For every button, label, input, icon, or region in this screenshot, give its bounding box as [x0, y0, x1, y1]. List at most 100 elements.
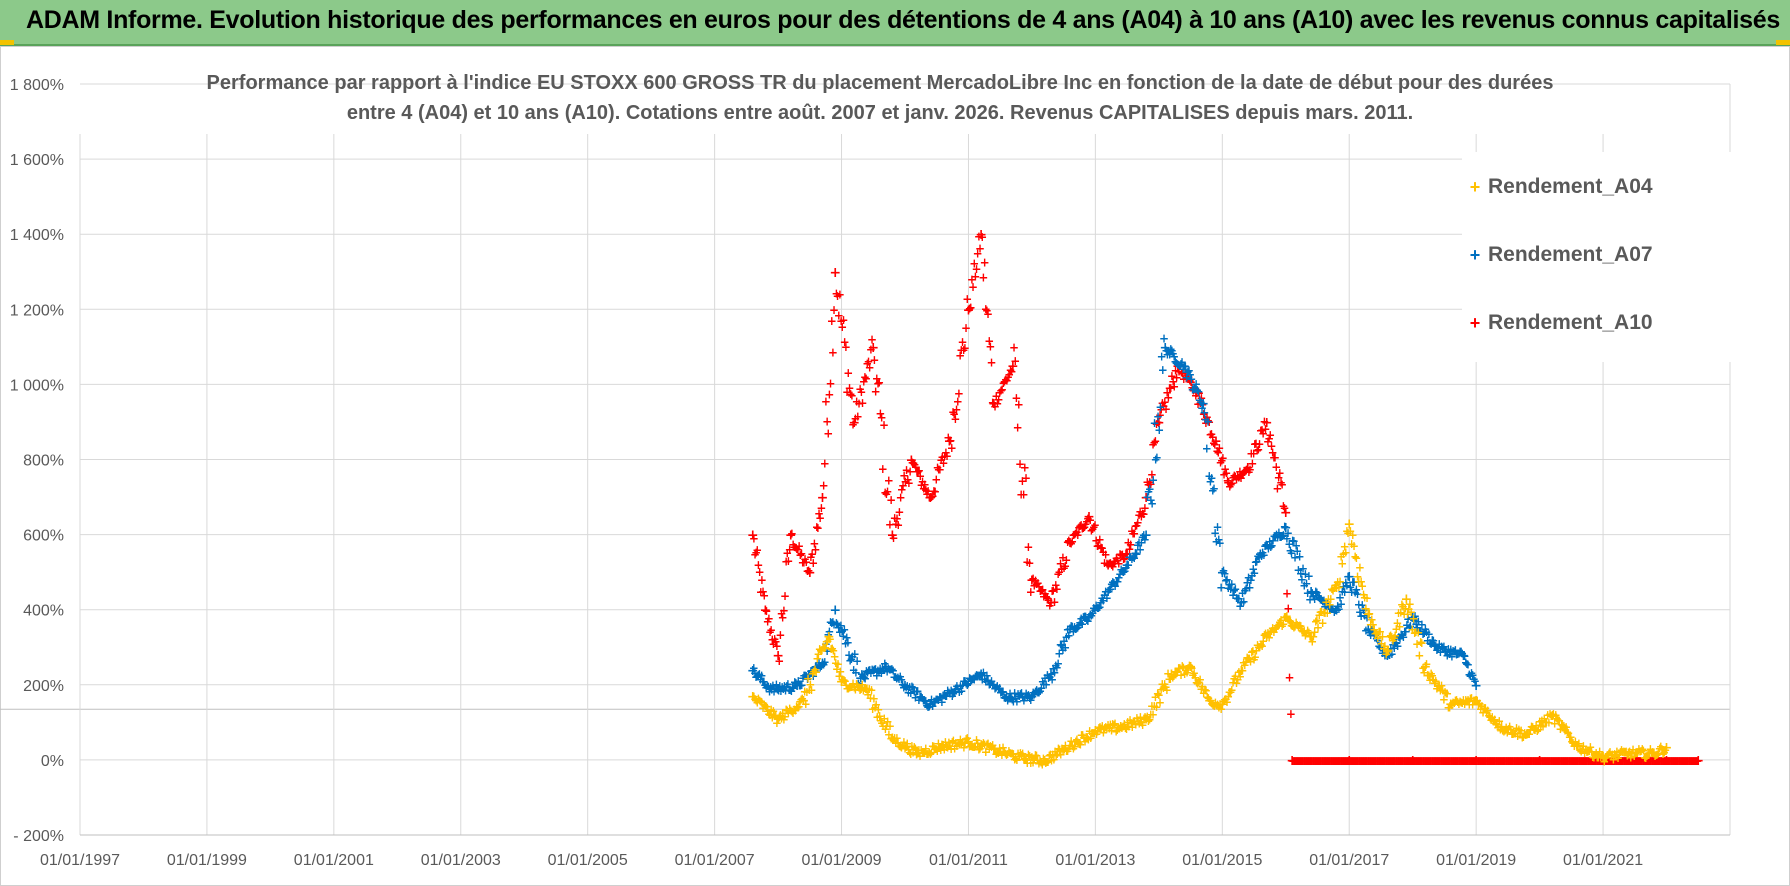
data-point: + [1140, 490, 1152, 506]
scatter-marker: + [1081, 517, 1091, 531]
scatter-marker: + [1138, 506, 1148, 520]
legend-label-a10: Rendement_A10 [1488, 311, 1653, 334]
scatter-marker: + [829, 617, 839, 631]
scatter-marker: + [896, 672, 906, 686]
scatter-marker: + [1013, 420, 1023, 434]
scatter-marker: + [936, 453, 946, 467]
scatter-marker: + [1229, 469, 1239, 483]
scatter-marker: + [968, 672, 978, 686]
scatter-marker: + [1555, 754, 1565, 768]
scatter-marker: + [1041, 590, 1051, 604]
scatter-marker: + [824, 388, 834, 402]
scatter-marker: + [997, 383, 1007, 397]
scatter-marker: + [1080, 520, 1090, 534]
scatter-marker: + [1108, 559, 1118, 573]
scatter-marker: + [935, 690, 945, 704]
scatter-marker: + [1182, 372, 1192, 386]
scatter-marker: + [1475, 754, 1485, 768]
scatter-marker: + [878, 462, 888, 476]
scatter-marker: + [893, 671, 903, 685]
scatter-marker: + [827, 616, 837, 630]
scatter-marker: + [1013, 687, 1023, 701]
scatter-marker: + [1461, 754, 1471, 768]
scatter-marker: + [883, 662, 893, 676]
scatter-marker: + [948, 687, 958, 701]
data-point: + [1121, 546, 1133, 562]
scatter-marker: + [1155, 400, 1165, 414]
scatter-marker: + [846, 387, 856, 401]
scatter-marker: + [876, 666, 886, 680]
scatter-marker: + [980, 672, 990, 686]
scatter-marker: + [892, 672, 902, 686]
scatter-marker: + [1050, 666, 1060, 680]
scatter-marker: + [1011, 692, 1021, 706]
scatter-marker: + [1633, 754, 1643, 768]
scatter-marker: + [1531, 754, 1541, 768]
scatter-marker: + [1053, 656, 1063, 670]
scatter-marker: + [1083, 614, 1093, 628]
scatter-marker: + [1202, 441, 1212, 455]
scatter-marker: + [995, 681, 1005, 695]
scatter-marker: + [776, 684, 786, 698]
scatter-marker: + [1075, 615, 1085, 629]
scatter-marker: + [972, 668, 982, 682]
scatter-marker: + [888, 663, 898, 677]
data-point: + [975, 227, 987, 243]
data-point: + [848, 415, 860, 431]
scatter-marker: + [1155, 408, 1165, 422]
scatter-marker: + [1511, 754, 1521, 768]
data-point: + [1007, 359, 1019, 375]
scatter-marker: + [1384, 754, 1394, 768]
scatter-marker: + [1304, 754, 1314, 768]
scatter-marker: + [811, 665, 821, 679]
scatter-marker: + [887, 662, 897, 676]
scatter-marker: + [1048, 584, 1058, 598]
scatter-marker: + [1524, 754, 1534, 768]
scatter-marker: + [889, 670, 899, 684]
scatter-marker: + [1443, 754, 1453, 768]
scatter-marker: + [858, 396, 868, 410]
scatter-marker: + [1217, 454, 1227, 468]
scatter-marker: + [909, 456, 919, 470]
scatter-marker: + [860, 370, 870, 384]
scatter-marker: + [985, 677, 995, 691]
scatter-marker: + [1163, 391, 1173, 405]
scatter-marker: + [1534, 754, 1544, 768]
scatter-marker: + [1445, 754, 1455, 768]
scatter-marker: + [1435, 754, 1445, 768]
scatter-marker: + [978, 666, 988, 680]
scatter-marker: + [1474, 754, 1484, 768]
scatter-marker: + [761, 680, 771, 694]
scatter-marker: + [1045, 670, 1055, 684]
scatter-marker: + [1028, 571, 1038, 585]
scatter-marker: + [1150, 434, 1160, 448]
scatter-marker: + [1203, 413, 1213, 427]
scatter-marker: + [1656, 754, 1666, 768]
scatter-marker: + [966, 672, 976, 686]
scatter-marker: + [1363, 754, 1373, 768]
scatter-marker: + [1467, 754, 1477, 768]
scatter-marker: + [960, 341, 970, 355]
scatter-marker: + [1095, 532, 1105, 546]
scatter-marker: + [1115, 547, 1125, 561]
scatter-marker: + [1236, 471, 1246, 485]
scatter-marker: + [844, 381, 854, 395]
scatter-marker: + [1010, 354, 1020, 368]
scatter-marker: + [1364, 754, 1374, 768]
scatter-marker: + [1527, 754, 1537, 768]
data-point: + [1064, 621, 1076, 637]
scatter-marker: + [1071, 622, 1081, 636]
scatter-marker: + [1352, 754, 1362, 768]
scatter-marker: + [856, 385, 866, 399]
scatter-marker: + [809, 536, 819, 550]
x-tick-label: 01/01/2011 [929, 852, 1008, 869]
scatter-marker: + [1245, 463, 1255, 477]
scatter-marker: + [1638, 754, 1648, 768]
scatter-marker: + [823, 426, 833, 440]
data-point: + [829, 265, 841, 281]
scatter-marker: + [1074, 521, 1084, 535]
scatter-marker: + [1044, 671, 1054, 685]
scatter-marker: + [1172, 371, 1182, 385]
scatter-marker: + [946, 434, 956, 448]
scatter-marker: + [754, 667, 764, 681]
